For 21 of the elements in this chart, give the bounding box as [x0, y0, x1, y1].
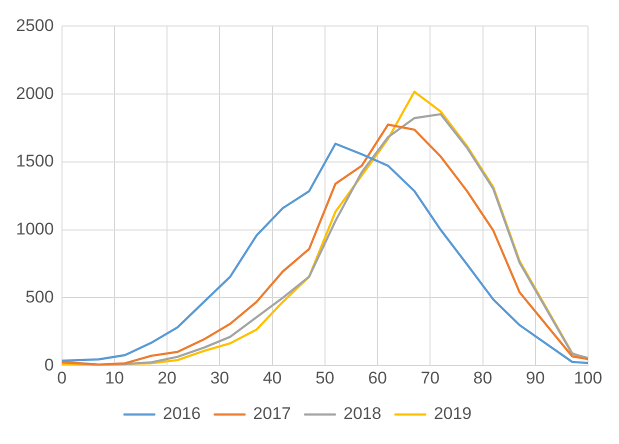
- legend-label: 2017: [253, 404, 292, 424]
- x-tick-label: 10: [104, 368, 124, 388]
- x-tick-label: 70: [420, 368, 440, 388]
- legend-label: 2016: [162, 404, 201, 424]
- y-tick-label: 500: [25, 287, 54, 306]
- legend-label: 2018: [344, 404, 382, 424]
- y-tick-label: 1000: [16, 220, 54, 239]
- y-tick-label: 2500: [16, 16, 54, 35]
- x-tick-label: 90: [526, 368, 545, 388]
- x-tick-label: 30: [210, 368, 230, 388]
- x-tick-label: 50: [315, 368, 334, 388]
- x-tick-label: 80: [473, 368, 492, 388]
- y-tick-label: 1500: [16, 152, 54, 171]
- y-tick-label: 2000: [16, 84, 54, 103]
- x-tick-label: 100: [574, 368, 602, 388]
- x-tick-label: 20: [158, 368, 177, 388]
- legend-label: 2019: [434, 404, 472, 424]
- y-tick-label: 0: [44, 355, 54, 374]
- x-tick-label: 40: [262, 368, 282, 388]
- x-tick-label: 0: [57, 368, 67, 388]
- x-tick-label: 60: [368, 368, 387, 388]
